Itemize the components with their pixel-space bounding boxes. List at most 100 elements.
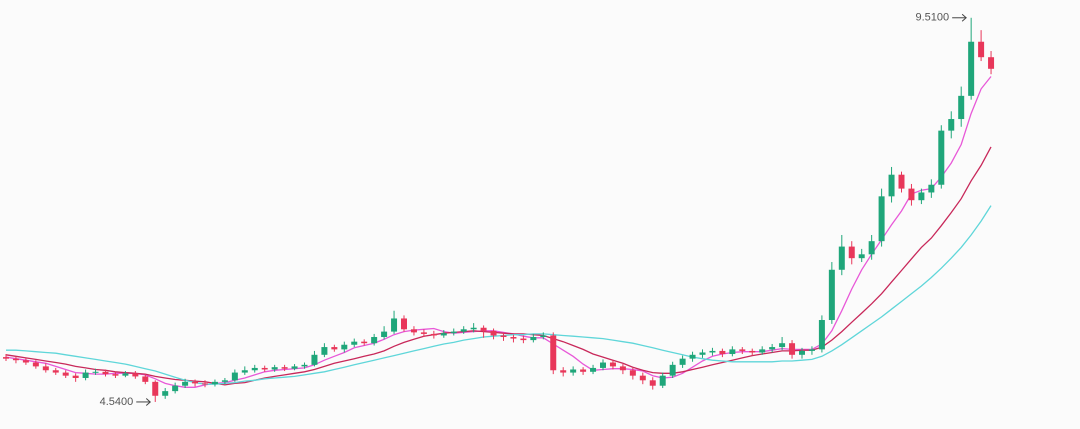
- candle-body: [918, 192, 925, 201]
- candle-body: [978, 41, 985, 58]
- moving-average-line: [5, 146, 992, 386]
- candle-body: [739, 349, 746, 351]
- moving-average-line: [5, 76, 992, 388]
- candle-body: [251, 367, 258, 371]
- candle-body: [779, 343, 786, 348]
- candle-body: [619, 366, 626, 371]
- candle-body: [609, 362, 616, 367]
- candle-body: [132, 373, 139, 377]
- candle-body: [142, 376, 149, 382]
- candle-body: [112, 374, 119, 376]
- candle-body: [72, 375, 79, 378]
- candle-body: [530, 337, 537, 341]
- candle-body: [938, 130, 945, 185]
- candle-body: [122, 373, 129, 376]
- candle-body: [500, 335, 507, 338]
- candle-body: [401, 318, 407, 330]
- candle-body: [858, 254, 865, 259]
- candle-body: [948, 119, 955, 131]
- candle-body: [371, 337, 378, 344]
- candle-body: [420, 332, 427, 334]
- candle-body: [729, 349, 736, 355]
- candle-body: [192, 381, 199, 384]
- candle-body: [231, 372, 238, 381]
- candle-body: [769, 347, 776, 350]
- candle-body: [311, 354, 318, 365]
- candle-body: [659, 375, 666, 386]
- candle-body: [381, 331, 388, 338]
- candle-body: [301, 364, 308, 367]
- candle-body: [749, 350, 756, 353]
- candle-body: [759, 349, 766, 353]
- candle-body: [679, 358, 686, 365]
- candle-body: [669, 364, 676, 376]
- candle-body: [62, 372, 69, 376]
- candle-body: [182, 381, 189, 386]
- annotation-arrowhead: [961, 13, 967, 22]
- candle-body: [629, 370, 636, 376]
- candle-body: [908, 188, 915, 201]
- candle-body: [639, 375, 646, 381]
- candle-body: [580, 369, 587, 372]
- candle-body: [560, 370, 567, 373]
- candle-body: [271, 367, 278, 370]
- candle-body: [52, 370, 59, 373]
- candle-body: [490, 330, 497, 336]
- candle-body: [510, 337, 517, 339]
- candle-body: [162, 391, 169, 396]
- candle-body: [22, 360, 29, 363]
- candle-body: [42, 366, 49, 371]
- candle-body: [221, 380, 228, 382]
- candle-body: [888, 174, 895, 197]
- candle-body: [92, 371, 99, 373]
- candle-body: [719, 350, 726, 355]
- candle-body: [331, 347, 338, 350]
- candle-body: [689, 354, 696, 359]
- candle-body: [450, 331, 457, 334]
- candle-body: [241, 370, 248, 373]
- candle-body: [82, 372, 89, 378]
- candle-body: [460, 329, 467, 332]
- candle-body: [480, 327, 487, 331]
- candle-body: [211, 381, 218, 385]
- candle-body: [32, 362, 39, 367]
- moving-average-line: [6, 205, 992, 385]
- annotation-arrowhead: [145, 398, 152, 406]
- candle-body: [281, 367, 288, 369]
- candle-body: [878, 196, 885, 242]
- candle-body: [570, 369, 577, 373]
- candle-body: [649, 380, 656, 386]
- candle-body: [202, 383, 208, 385]
- annotation-label: 9.5100: [915, 12, 949, 24]
- candle-body: [968, 41, 975, 96]
- candle-body: [928, 184, 935, 193]
- candle-body: [152, 381, 159, 396]
- candle-body: [430, 333, 437, 336]
- candle-body: [470, 327, 477, 330]
- candle-body: [868, 241, 875, 255]
- candle-body: [988, 57, 995, 69]
- candle-body: [391, 318, 398, 332]
- candle-body: [590, 367, 597, 372]
- candle-body: [540, 335, 547, 338]
- candle-body: [699, 352, 706, 355]
- candle-body: [550, 335, 557, 371]
- candle-body: [958, 95, 965, 120]
- candle-body: [291, 366, 298, 369]
- candle-body: [321, 347, 328, 355]
- candle-body: [838, 246, 845, 270]
- candle-body: [520, 338, 527, 341]
- candle-body: [12, 358, 19, 361]
- candle-body: [799, 350, 805, 355]
- candle-body: [172, 385, 179, 392]
- candle-body: [600, 362, 606, 368]
- candle-body: [848, 246, 855, 259]
- candle-body: [789, 343, 796, 355]
- candle-body: [341, 344, 348, 350]
- candle-body: [828, 269, 835, 321]
- candle-body: [361, 341, 368, 344]
- annotation-label: 4.5400: [100, 396, 134, 408]
